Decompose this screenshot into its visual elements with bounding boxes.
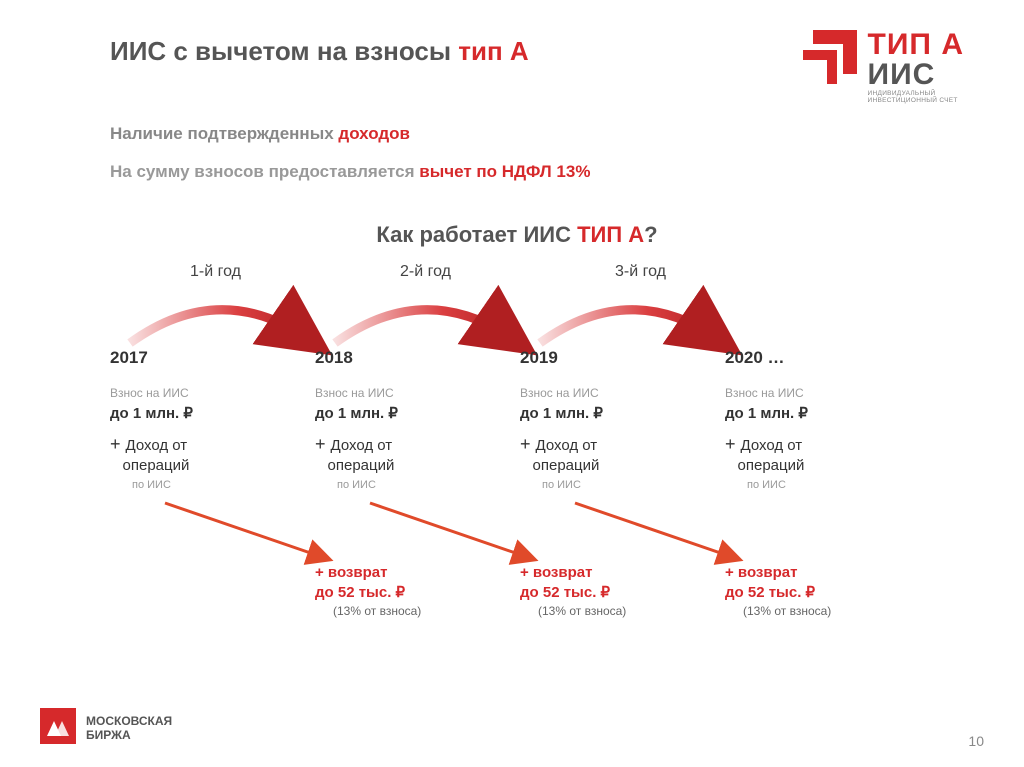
diagram: 1-й год 2-й год 3-й год [110, 258, 974, 638]
subtitle-2: На сумму взносов предоставляется вычет п… [110, 162, 974, 182]
contrib-val-2: до 1 млн. ₽ [520, 404, 725, 422]
slide: ИИС с вычетом на взносы тип А ТИП А ИИС … [0, 0, 1024, 767]
subtitle-1: Наличие подтвержденных доходов [110, 124, 974, 144]
tipa-logo-text: ТИП А ИИС ИНДИВИДУАЛЬНЫЙ ИНВЕСТИЦИОННЫЙ … [868, 30, 964, 104]
how-suffix: ? [644, 222, 657, 247]
tipa-logo: ТИП А ИИС ИНДИВИДУАЛЬНЫЙ ИНВЕСТИЦИОННЫЙ … [803, 30, 964, 104]
contrib-label-1: Взнос на ИИС [315, 386, 520, 400]
refund-row: + возврат до 52 тыс. ₽ (13% от взноса) +… [110, 563, 930, 618]
how-accent: ТИП А [577, 222, 644, 247]
plus-icon: + [725, 434, 741, 454]
income2-0: операций [123, 457, 190, 474]
income1-1: Доход от [331, 437, 393, 454]
subtitle1-accent: доходов [338, 124, 410, 143]
income1-2: Доход от [536, 437, 598, 454]
subtitle1-prefix: Наличие подтвержденных [110, 124, 338, 143]
year-col-2018: 2018 Взнос на ИИС до 1 млн. ₽ + Доход от… [315, 348, 520, 491]
refund-sub-1: (13% от взноса) [333, 604, 520, 618]
contrib-label-2: Взнос на ИИС [520, 386, 725, 400]
plus-icon: + [110, 434, 126, 454]
arc-label-3: 3-й год [615, 263, 666, 281]
page-number: 10 [968, 733, 984, 749]
title-prefix: ИИС с вычетом на взносы [110, 36, 458, 66]
moex-text: МОСКОВСКАЯ БИРЖА [86, 715, 172, 743]
year-2020: 2020 … [725, 348, 930, 368]
refund2-2: до 52 тыс. ₽ [520, 584, 610, 601]
contrib-label-0: Взнос на ИИС [110, 386, 315, 400]
year-col-2017: 2017 Взнос на ИИС до 1 млн. ₽ + Доход от… [110, 348, 315, 491]
income-sub-2: по ИИС [542, 479, 725, 491]
income-sub-3: по ИИС [747, 479, 930, 491]
footer-brand: МОСКОВСКАЯ БИРЖА [40, 708, 172, 749]
refund-1: + возврат до 52 тыс. ₽ [315, 563, 520, 602]
tipa-logo-icon [803, 30, 857, 91]
subtitle2-prefix: На сумму взносов предоставляется [110, 162, 419, 181]
contrib-val-1: до 1 млн. ₽ [315, 404, 520, 422]
income-3: + Доход от операций [725, 432, 930, 477]
contrib-val-0: до 1 млн. ₽ [110, 404, 315, 422]
refund2-3: до 52 тыс. ₽ [725, 584, 815, 601]
refund-col-3: + возврат до 52 тыс. ₽ (13% от взноса) [725, 563, 930, 618]
logo-tipa: ТИП А [868, 30, 964, 60]
income2-1: операций [328, 457, 395, 474]
income1-3: Доход от [741, 437, 803, 454]
moex-line2: БИРЖА [86, 729, 172, 743]
moex-icon [40, 708, 76, 749]
year-2019: 2019 [520, 348, 725, 368]
arc-label-1: 1-й год [190, 263, 241, 281]
arc-label-2: 2-й год [400, 263, 451, 281]
income2-2: операций [533, 457, 600, 474]
plus-icon: + [520, 434, 536, 454]
moex-line1: МОСКОВСКАЯ [86, 715, 172, 729]
income-1: + Доход от операций [315, 432, 520, 477]
income-0: + Доход от операций [110, 432, 315, 477]
slide-title: ИИС с вычетом на взносы тип А [110, 30, 529, 67]
refund1-1: + возврат [315, 564, 387, 581]
income1-0: Доход от [126, 437, 188, 454]
year-2018: 2018 [315, 348, 520, 368]
income2-3: операций [738, 457, 805, 474]
title-accent: тип А [458, 36, 528, 66]
refund-3: + возврат до 52 тыс. ₽ [725, 563, 930, 602]
refund-sub-2: (13% от взноса) [538, 604, 725, 618]
refund2-1: до 52 тыс. ₽ [315, 584, 405, 601]
refund1-2: + возврат [520, 564, 592, 581]
income-2: + Доход от операций [520, 432, 725, 477]
year-col-2020: 2020 … Взнос на ИИС до 1 млн. ₽ + Доход … [725, 348, 930, 491]
how-works-title: Как работает ИИС ТИП А? [110, 222, 974, 248]
logo-sub1: ИНДИВИДУАЛЬНЫЙ [868, 90, 964, 97]
refund-col-1: + возврат до 52 тыс. ₽ (13% от взноса) [315, 563, 520, 618]
contrib-label-3: Взнос на ИИС [725, 386, 930, 400]
logo-iis: ИИС [868, 60, 964, 90]
header-row: ИИС с вычетом на взносы тип А ТИП А ИИС … [110, 30, 974, 104]
subtitle2-accent: вычет по НДФЛ 13% [419, 162, 590, 181]
logo-sub2: ИНВЕСТИЦИОННЫЙ СЧЕТ [868, 97, 964, 104]
timeline: 2017 Взнос на ИИС до 1 млн. ₽ + Доход от… [110, 348, 930, 491]
refund-col-0 [110, 563, 315, 618]
refund-col-2: + возврат до 52 тыс. ₽ (13% от взноса) [520, 563, 725, 618]
contrib-val-3: до 1 млн. ₽ [725, 404, 930, 422]
refund-sub-3: (13% от взноса) [743, 604, 930, 618]
plus-icon: + [315, 434, 331, 454]
year-col-2019: 2019 Взнос на ИИС до 1 млн. ₽ + Доход от… [520, 348, 725, 491]
refund1-3: + возврат [725, 564, 797, 581]
how-prefix: Как работает ИИС [376, 222, 577, 247]
year-2017: 2017 [110, 348, 315, 368]
income-sub-1: по ИИС [337, 479, 520, 491]
income-sub-0: по ИИС [132, 479, 315, 491]
refund-2: + возврат до 52 тыс. ₽ [520, 563, 725, 602]
